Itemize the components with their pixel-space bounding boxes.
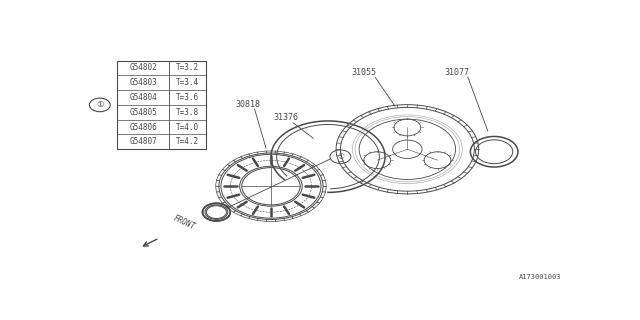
Text: 31077: 31077: [444, 68, 470, 76]
Text: ①: ①: [337, 152, 344, 161]
Bar: [117, 60, 207, 149]
Text: G54806: G54806: [129, 123, 157, 132]
Text: G54805: G54805: [129, 108, 157, 117]
Text: T=4.2: T=4.2: [176, 137, 200, 146]
Text: T=3.2: T=3.2: [176, 63, 200, 72]
Text: A173001003: A173001003: [518, 274, 561, 280]
Text: T=3.4: T=3.4: [176, 78, 200, 87]
Text: T=3.8: T=3.8: [176, 108, 200, 117]
Text: G54804: G54804: [129, 93, 157, 102]
Text: T=4.0: T=4.0: [176, 123, 200, 132]
Text: FRONT: FRONT: [172, 214, 196, 232]
Text: ①: ①: [96, 100, 104, 109]
Text: 31055: 31055: [351, 68, 376, 76]
Text: T=3.6: T=3.6: [176, 93, 200, 102]
Text: 31376: 31376: [273, 113, 298, 122]
Text: G54803: G54803: [129, 78, 157, 87]
Text: G54807: G54807: [129, 137, 157, 146]
Text: 30818: 30818: [235, 100, 260, 108]
Text: G54802: G54802: [129, 63, 157, 72]
